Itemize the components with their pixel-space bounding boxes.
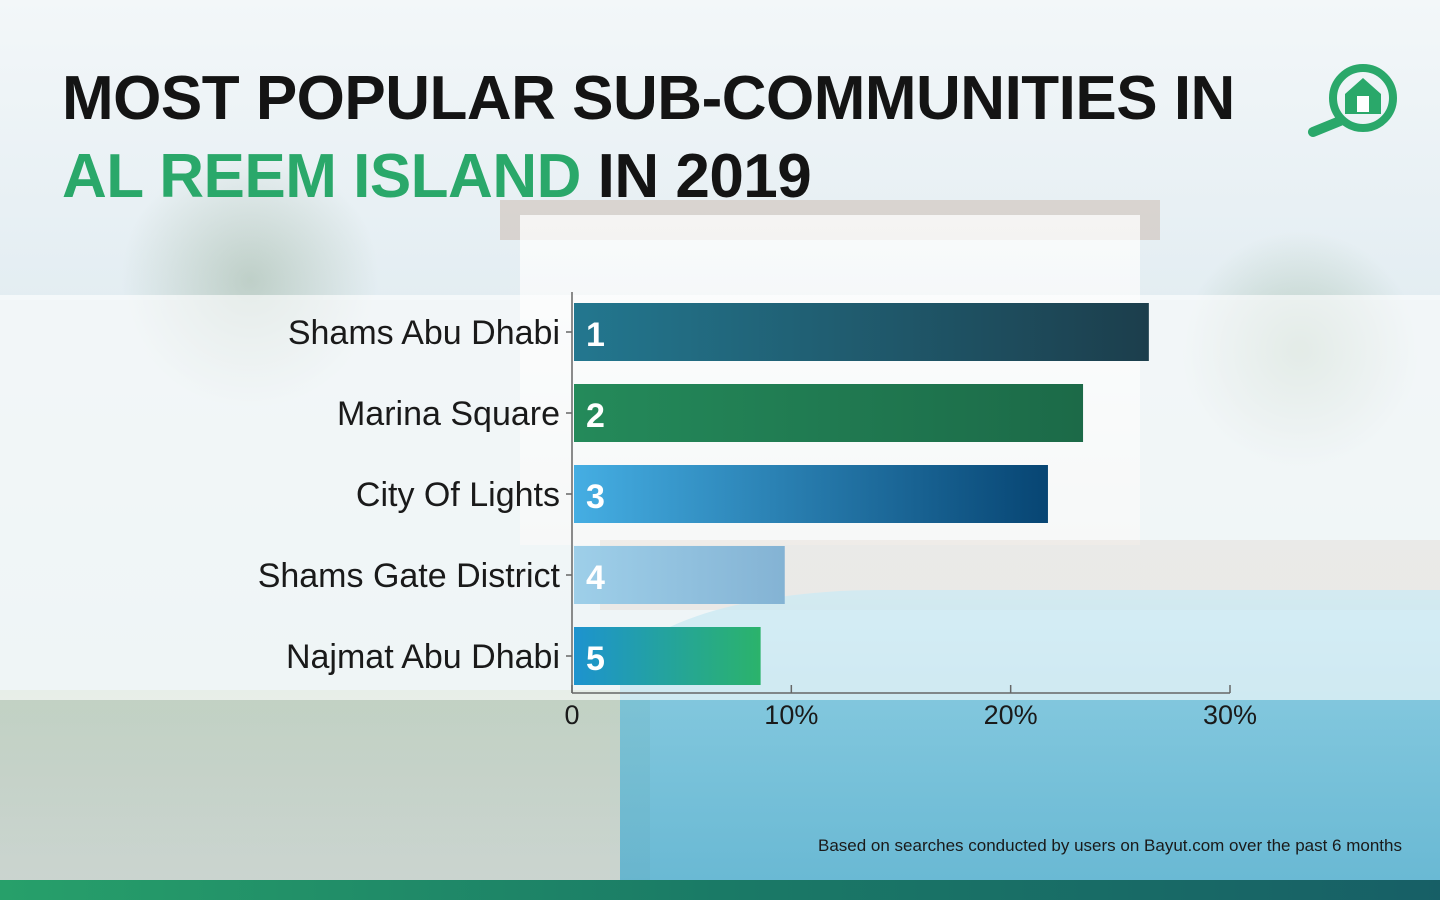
- title-rest: IN 2019: [580, 142, 812, 211]
- rank-label: 4: [586, 559, 605, 597]
- page-title: MOST POPULAR SUB-COMMUNITIES IN AL REEM …: [62, 60, 1235, 216]
- title-accent: AL REEM ISLAND: [62, 142, 581, 211]
- bar-5: [574, 627, 761, 685]
- category-label: Najmat Abu Dhabi: [286, 638, 560, 676]
- title-line1: MOST POPULAR SUB-COMMUNITIES IN: [62, 64, 1235, 133]
- x-tick-label: 20%: [984, 700, 1038, 730]
- rank-label: 5: [586, 640, 605, 678]
- bottom-accent-bar: [0, 880, 1440, 900]
- category-label: Shams Gate District: [258, 557, 561, 595]
- bar-1: [574, 303, 1149, 361]
- footnote: Based on searches conducted by users on …: [817, 836, 1402, 855]
- x-tick-label: 30%: [1203, 700, 1257, 730]
- rank-label: 3: [586, 478, 605, 516]
- category-label: Marina Square: [337, 395, 560, 433]
- bar-3: [574, 465, 1048, 523]
- rank-label: 1: [586, 316, 605, 354]
- x-tick-label: 10%: [764, 700, 818, 730]
- category-label: Shams Abu Dhabi: [288, 314, 560, 352]
- category-label: City Of Lights: [356, 476, 560, 514]
- magnifier-house-icon: [1308, 64, 1397, 137]
- rank-label: 2: [586, 397, 605, 435]
- x-tick-label: 0: [564, 700, 579, 730]
- bar-4: [574, 546, 785, 604]
- bar-2: [574, 384, 1084, 442]
